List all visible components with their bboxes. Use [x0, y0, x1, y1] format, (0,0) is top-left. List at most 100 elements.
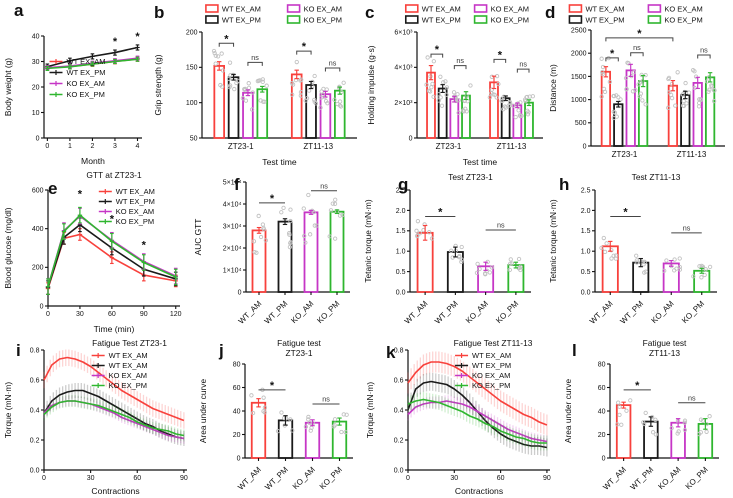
svg-text:30: 30	[87, 475, 95, 482]
svg-text:WT EX_PM: WT EX_PM	[116, 197, 155, 206]
svg-text:20: 20	[598, 432, 606, 439]
svg-text:0.6: 0.6	[394, 377, 404, 384]
svg-text:60: 60	[233, 385, 241, 392]
svg-text:100: 100	[186, 100, 198, 107]
svg-text:KO EX_AM: KO EX_AM	[109, 371, 147, 380]
svg-text:WT EX_AM: WT EX_AM	[109, 361, 148, 370]
svg-text:ns: ns	[322, 394, 330, 403]
svg-text:KO EX_PM: KO EX_PM	[116, 217, 154, 226]
panel-d: 0 500 1000 1500 2000 2500 Distance (m) ZT23-1 ZT…	[545, 0, 733, 168]
svg-text:KO_AM: KO_AM	[464, 299, 490, 325]
svg-text:WT EX_AM: WT EX_AM	[109, 351, 148, 360]
svg-text:60: 60	[108, 311, 116, 318]
svg-text:KO EX_AM: KO EX_AM	[664, 5, 702, 14]
svg-text:Tetanic torque (mN·m): Tetanic torque (mN·m)	[548, 199, 558, 283]
svg-text:Torque (mN·m): Torque (mN·m)	[3, 382, 13, 439]
svg-text:20: 20	[32, 84, 40, 91]
svg-text:Test time: Test time	[262, 157, 297, 167]
svg-text:Month: Month	[81, 156, 105, 166]
panel-i-letter: i	[16, 341, 21, 360]
svg-text:*: *	[302, 41, 307, 53]
svg-text:*: *	[635, 380, 640, 392]
svg-text:4: 4	[136, 143, 140, 150]
svg-text:ZT23-1: ZT23-1	[612, 150, 638, 159]
panel-j-letter: j	[219, 341, 224, 360]
svg-text:0.0: 0.0	[581, 289, 591, 296]
svg-text:60: 60	[598, 385, 606, 392]
panel-k: 0.0 0.2 0.4 0.6 0.8 Torque (mN·m) Fatigue Test…	[362, 336, 560, 498]
svg-text:ZT11-13: ZT11-13	[649, 348, 680, 358]
svg-text:Time (min): Time (min)	[94, 324, 135, 334]
svg-text:1.0: 1.0	[396, 249, 406, 256]
svg-text:Body weight (g): Body weight (g)	[3, 58, 13, 116]
svg-text:KO EX_AM: KO EX_AM	[491, 5, 529, 14]
chart-grip-strength: 50 100 150 200 Grip strength (g) ZT23-1 ZT11-1…	[153, 4, 357, 167]
panel-l: 0 20 40 60 80 Area under curve Fatigue test ZT1…	[560, 336, 733, 498]
svg-text:0: 0	[238, 289, 242, 296]
svg-text:90: 90	[543, 475, 551, 482]
svg-text:*: *	[623, 207, 628, 219]
panel-a-letter: a	[14, 1, 24, 20]
svg-text:GTT at ZT23-1: GTT at ZT23-1	[86, 170, 142, 180]
svg-text:500: 500	[575, 120, 587, 127]
svg-text:0.0: 0.0	[30, 467, 40, 474]
svg-text:0.8: 0.8	[394, 347, 404, 354]
panel-c: 0 2×10³ 4×10³ 6×10³ Holding impulse (g·s) ZT2…	[363, 0, 549, 168]
svg-text:Contractions: Contractions	[91, 486, 139, 496]
panel-g: 0.0 0.5 1.0 1.5 2.0 2.5 Tetanic torque (mN·m) T…	[360, 168, 545, 336]
svg-text:90: 90	[140, 311, 148, 318]
svg-text:80: 80	[598, 361, 606, 368]
svg-text:40: 40	[598, 408, 606, 415]
svg-text:60: 60	[133, 475, 141, 482]
chart-fatigue-auc-zt11: 0 20 40 60 80 Area under curve Fatigue testZT1…	[563, 338, 719, 492]
svg-text:AUC GTT: AUC GTT	[193, 219, 203, 256]
svg-text:ZT23-1: ZT23-1	[286, 348, 313, 358]
svg-text:WT EX_AM: WT EX_AM	[116, 187, 155, 196]
svg-text:ns: ns	[251, 53, 259, 62]
svg-text:Fatigue test: Fatigue test	[643, 338, 687, 348]
svg-text:Holding impulse (g·s): Holding impulse (g·s)	[366, 45, 376, 124]
chart-fatigue-auc-zt23: 0 20 40 60 80 Area under curve Fatigue testZT2…	[198, 338, 353, 492]
svg-text:1.0: 1.0	[581, 249, 591, 256]
svg-text:0: 0	[46, 311, 50, 318]
svg-text:2500: 2500	[571, 27, 587, 34]
panel-f-letter: f	[234, 175, 240, 194]
svg-text:Area under curve: Area under curve	[563, 379, 573, 444]
svg-text:0.0: 0.0	[396, 289, 406, 296]
svg-text:0: 0	[237, 455, 241, 462]
svg-text:KO EX_PM: KO EX_PM	[109, 381, 147, 390]
panel-i: 0.0 0.2 0.4 0.6 0.8 Torque (mN·m) Fatigue Test…	[0, 336, 195, 498]
svg-text:Test ZT23-1: Test ZT23-1	[448, 172, 493, 182]
svg-text:30: 30	[32, 59, 40, 66]
svg-text:Blood glucose (mg/dl): Blood glucose (mg/dl)	[3, 207, 13, 288]
svg-text:Torque (mN·m): Torque (mN·m)	[365, 382, 375, 439]
svg-text:WT EX_PM: WT EX_PM	[67, 68, 106, 77]
svg-text:0.4: 0.4	[30, 407, 40, 414]
svg-text:*: *	[135, 31, 140, 43]
svg-text:120: 120	[170, 311, 182, 318]
svg-text:2000: 2000	[571, 51, 587, 58]
svg-text:*: *	[224, 33, 229, 45]
svg-text:WT_AM: WT_AM	[601, 465, 628, 492]
svg-text:*: *	[113, 36, 118, 48]
panel-g-letter: g	[398, 175, 409, 194]
svg-text:ZT23-1: ZT23-1	[436, 142, 462, 151]
svg-text:ns: ns	[683, 223, 691, 232]
svg-text:WT_PM: WT_PM	[433, 299, 460, 326]
svg-text:2×10⁴: 2×10⁴	[223, 245, 242, 252]
svg-text:KO_AM: KO_AM	[649, 299, 675, 325]
svg-text:1500: 1500	[571, 74, 587, 81]
chart-holding-impulse: 0 2×10³ 4×10³ 6×10³ Holding impulse (g·s) ZT2…	[366, 4, 543, 167]
chart-tetanic-zt23: 0.0 0.5 1.0 1.5 2.0 2.5 Tetanic torque (mN·m) T…	[363, 172, 531, 326]
svg-text:WT_PM: WT_PM	[263, 465, 290, 492]
svg-text:KO EX_PM: KO EX_PM	[472, 381, 510, 390]
svg-text:*: *	[78, 188, 83, 200]
svg-text:*: *	[435, 44, 440, 56]
svg-text:KO EX_PM: KO EX_PM	[491, 16, 529, 25]
panel-h: 0.0 0.5 1.0 1.5 2.0 2.5 Tetanic torque (mN·m) T…	[545, 168, 733, 336]
svg-text:WT EX_AM: WT EX_AM	[585, 5, 624, 14]
svg-text:Distance (m): Distance (m)	[548, 64, 558, 112]
svg-text:50: 50	[190, 135, 198, 142]
svg-text:WT EX_AM: WT EX_AM	[472, 351, 511, 360]
svg-text:0.2: 0.2	[394, 437, 404, 444]
